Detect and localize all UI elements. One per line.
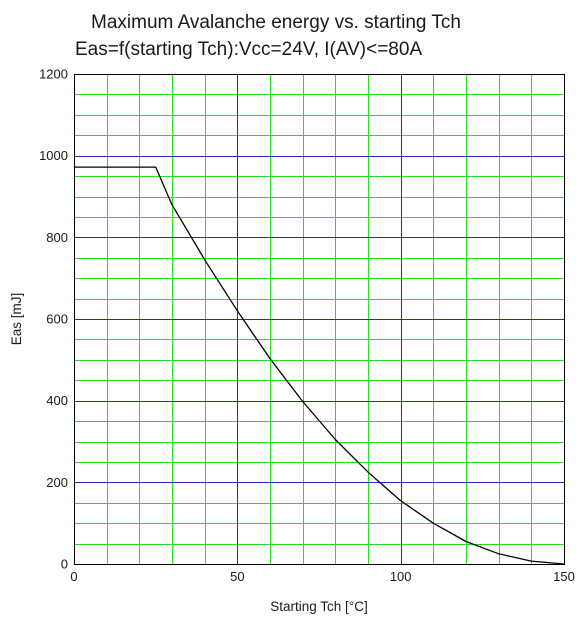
plot-frame [74, 74, 565, 565]
x-tick-label: 0 [70, 569, 77, 584]
chart-subtitle: Eas=f(starting Tch):Vcc=24V, I(AV)<=80A [75, 39, 422, 60]
y-axis-ticks: 0 200 400 600 800 1000 1200 [39, 67, 68, 572]
chart-title: Maximum Avalanche energy vs. starting Tc… [91, 12, 461, 33]
y-tick-label: 800 [46, 230, 68, 245]
y-tick-label: 1200 [39, 67, 68, 82]
series-layer [74, 166, 565, 565]
y-tick-label: 400 [46, 393, 68, 408]
major-grid [74, 74, 564, 564]
series-line-0 [74, 166, 565, 565]
x-tick-label: 50 [230, 569, 244, 584]
y-tick-label: 200 [46, 475, 68, 490]
x-tick-label: 100 [390, 569, 412, 584]
x-axis-label: Starting Tch [°C] [270, 599, 367, 614]
x-tick-label: 150 [553, 569, 575, 584]
y-tick-label: 1000 [39, 148, 68, 163]
y-tick-label: 600 [46, 312, 68, 327]
x-axis-ticks: 0 50 100 150 [70, 569, 574, 584]
y-tick-label: 0 [61, 557, 68, 572]
y-axis-label: Eas [mJ] [9, 293, 24, 346]
minor-grid [74, 74, 564, 564]
